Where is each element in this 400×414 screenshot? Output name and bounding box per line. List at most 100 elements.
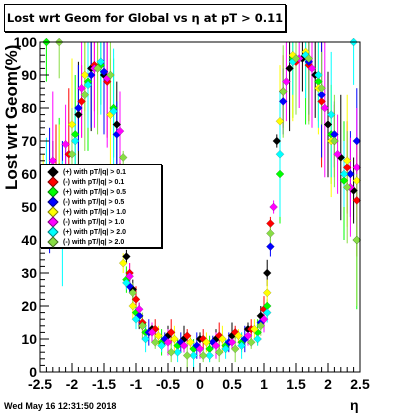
data-point [134, 304, 144, 314]
data-point [157, 341, 166, 350]
data-point [317, 83, 326, 93]
data-point [266, 219, 275, 228]
data-point [262, 288, 272, 298]
data-point [346, 169, 355, 179]
legend-entry: (+) with pT/|q| > 0.1 [41, 166, 127, 178]
data-point [77, 97, 86, 106]
data-point [122, 278, 131, 288]
data-point [186, 337, 195, 347]
legend-label: (-) with pT/|q| > 1.0 [63, 218, 125, 226]
data-point [179, 341, 189, 350]
data-point [237, 341, 246, 350]
legend-label: (+) with pT/|q| > 1.0 [63, 208, 127, 216]
legend-entry: (+) with pT/|q| > 0.5 [41, 186, 127, 198]
data-point [128, 301, 138, 311]
legend-entry: (-) with pT/|q| > 2.0 [41, 236, 124, 248]
data-point [256, 321, 266, 331]
data-point [323, 120, 333, 129]
data-point [259, 314, 269, 324]
data-point [61, 139, 70, 149]
y-tick-label: 90 [21, 67, 37, 83]
data-point [266, 229, 275, 238]
y-tick-label: 30 [21, 265, 37, 281]
data-point [182, 351, 192, 360]
y-tick-label: 50 [21, 199, 37, 215]
data-point [77, 83, 86, 93]
data-point [266, 242, 275, 251]
data-point [230, 344, 240, 354]
data-point [307, 64, 317, 73]
data-point [211, 341, 221, 350]
y-axis-label: Lost wrt Geom(%) [2, 44, 21, 190]
data-point [285, 64, 294, 73]
legend-label: (-) with pT/|q| > 0.5 [63, 198, 125, 206]
data-point [67, 120, 77, 129]
data-point [342, 163, 352, 172]
data-point [317, 97, 326, 106]
data-point [278, 97, 288, 106]
data-point [352, 176, 362, 185]
data-point [154, 331, 163, 341]
data-point [182, 331, 192, 341]
x-axis-label: η [350, 397, 359, 413]
x-tick-label: 2 [324, 376, 332, 392]
x-tick-label: -1.5 [92, 376, 116, 392]
data-point [234, 331, 243, 341]
data-point [339, 176, 349, 185]
y-tick-label: 60 [21, 166, 37, 182]
legend-entry: (-) with pT/|q| > 1.0 [41, 216, 125, 228]
legend-label: (+) with pT/|q| > 2.0 [63, 228, 127, 236]
data-point [112, 120, 122, 129]
x-tick-label: -2.5 [28, 376, 52, 392]
data-point [163, 337, 173, 347]
datestamp: Wed May 16 12:31:50 2018 [4, 401, 117, 411]
data-point [304, 54, 314, 63]
data-point [272, 136, 282, 146]
data-point [246, 337, 256, 347]
data-point [96, 57, 106, 67]
axes: -2.5 -2 -1.5 -1 -0.5 0 0.5 1 1.5 2 2.5 0 10 20 30 40 50 6… [14, 34, 370, 392]
data-point [227, 337, 237, 347]
legend-label: (+) with pT/|q| > 0.1 [63, 168, 127, 176]
data-point [67, 149, 77, 159]
x-tick-label: 0.5 [222, 376, 242, 392]
data-point [314, 70, 323, 80]
legend-entry: (-) with pT/|q| > 0.5 [41, 196, 125, 208]
data-point [221, 344, 230, 354]
legend-entry: (-) with pT/|q| > 0.1 [41, 176, 124, 188]
data-point [326, 110, 336, 119]
data-point [330, 136, 339, 146]
chart-title-box: Lost wrt Geom for Global vs η at pT > 0.… [4, 4, 286, 32]
data-point [202, 337, 211, 347]
data-point [269, 202, 278, 212]
chart-title: Lost wrt Geom for Global vs η at pT > 0.… [6, 11, 284, 25]
data-point [166, 347, 176, 357]
y-tick-label: 10 [21, 331, 37, 347]
data-point [74, 103, 83, 113]
data-point [106, 70, 115, 80]
data-point [218, 334, 227, 344]
data-point [198, 351, 208, 360]
data-point [262, 308, 272, 317]
y-tick-label: 100 [14, 34, 38, 50]
data-point [352, 235, 362, 245]
data-point [138, 321, 147, 331]
legend-label: (+) with pT/|q| > 0.5 [63, 188, 127, 196]
data-point [262, 268, 272, 278]
data-point [74, 110, 83, 119]
data-point [352, 163, 362, 172]
x-tick-label: 1 [260, 376, 268, 392]
data-point [317, 90, 326, 100]
y-tick-label: 40 [21, 232, 37, 248]
data-point [122, 252, 131, 261]
x-tick-label: 0 [196, 376, 204, 392]
data-point [195, 344, 205, 354]
data-point [189, 351, 198, 360]
data-point [205, 351, 214, 360]
data-point [320, 103, 330, 113]
legend-marker [47, 236, 59, 248]
legend-entry: (+) with pT/|q| > 1.0 [41, 206, 127, 218]
data-point [125, 271, 134, 281]
y-tick-label: 70 [21, 133, 37, 149]
data-point [147, 328, 157, 337]
